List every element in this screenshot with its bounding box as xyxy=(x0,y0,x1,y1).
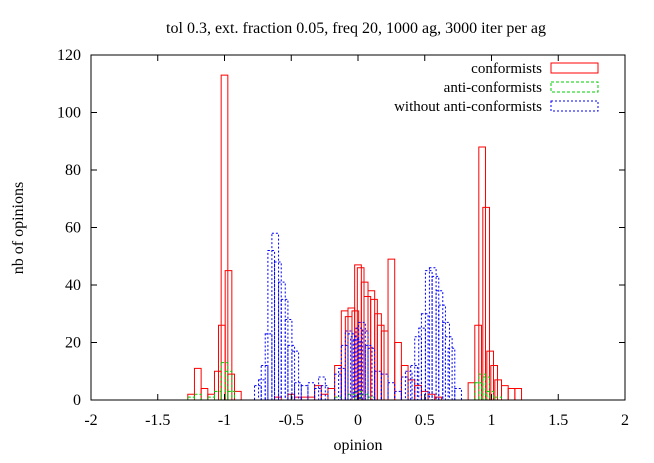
legend-item: conformists xyxy=(471,61,599,77)
x-tick-label: -1 xyxy=(218,412,231,429)
legend: conformists anti-conformists without anti-… xyxy=(394,61,599,115)
y-axis-label: nb of opinions xyxy=(10,182,27,274)
chart-title: tol 0.3, ext. fraction 0.05, freq 20, 10… xyxy=(166,20,546,37)
histogram-bar xyxy=(486,390,494,401)
legend-swatch xyxy=(550,100,599,112)
legend-item: anti-conformists xyxy=(444,80,599,96)
histogram-bar xyxy=(352,339,361,401)
x-tick-label: 1.5 xyxy=(548,412,568,429)
y-tick-label: 40 xyxy=(65,277,81,294)
x-axis-label: opinion xyxy=(334,437,383,454)
legend-swatch xyxy=(550,62,599,74)
x-tick-label: 0 xyxy=(354,412,362,429)
y-tick-label: 60 xyxy=(65,220,81,237)
histogram-bar xyxy=(380,373,389,401)
histogram-bar xyxy=(442,321,450,401)
y-tick-label: 120 xyxy=(57,47,81,64)
x-tick-label: 0.5 xyxy=(415,412,435,429)
legend-label: conformists xyxy=(471,61,542,77)
histogram-bar xyxy=(344,330,353,401)
series-conformists xyxy=(187,74,523,401)
legend-label: without anti-conformists xyxy=(394,99,542,115)
legend-item: without anti-conformists xyxy=(394,99,599,115)
histogram-bar xyxy=(227,390,236,401)
x-tick-label: 2 xyxy=(621,412,629,429)
histogram-bar xyxy=(280,298,289,401)
x-tick-label: -2 xyxy=(84,412,97,429)
x-tick-label: -0.5 xyxy=(279,412,304,429)
histogram-bar xyxy=(358,321,366,401)
histogram-bar xyxy=(404,370,413,401)
y-tick-label: 0 xyxy=(73,392,81,409)
y-tick-label: 100 xyxy=(57,105,81,122)
legend-label: anti-conformists xyxy=(444,80,542,96)
histogram-bar xyxy=(224,370,233,401)
histogram-bar xyxy=(482,376,490,401)
legend-swatch xyxy=(550,81,599,93)
y-tick-label: 80 xyxy=(65,162,81,179)
y-tick-label: 20 xyxy=(65,335,81,352)
x-tick-label: -1.5 xyxy=(145,412,170,429)
histogram-bar xyxy=(360,330,369,401)
histogram-bar xyxy=(267,250,276,401)
histogram-bar xyxy=(334,373,342,401)
x-tick-label: 1 xyxy=(488,412,496,429)
